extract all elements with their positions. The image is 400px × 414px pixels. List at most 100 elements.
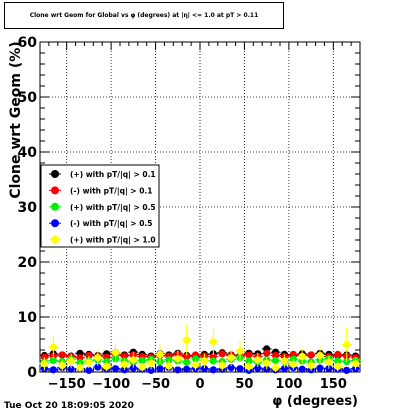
legend-marker-3 <box>51 219 59 228</box>
marker-s4-p30 <box>306 359 317 371</box>
marker-s4-p29 <box>297 347 308 366</box>
marker-s4-p20 <box>217 359 228 371</box>
legend-label-3: (-) with pT/|q| > 0.5 <box>70 219 152 229</box>
marker-s4-p18 <box>199 353 210 369</box>
marker-s2-p14 <box>163 356 174 364</box>
marker-s4-p10 <box>128 352 139 368</box>
legend-label-4: (+) with pT/|q| > 1.0 <box>70 236 156 246</box>
legend-marker-4 <box>51 235 59 244</box>
marker-s1-p20 <box>217 350 228 358</box>
y-tick-label-2: 20 <box>18 255 38 271</box>
marker-s3-p19 <box>208 366 219 374</box>
marker-s4-p34 <box>341 326 352 363</box>
legend-entry-0: (+) with pT/|q| > 0.1 <box>49 170 156 180</box>
legend-label-1: (-) with pT/|q| > 0.1 <box>70 186 152 196</box>
legend-box <box>40 164 160 248</box>
marker-s4-p33 <box>332 361 343 372</box>
marker-s3-p16 <box>181 365 192 373</box>
y-tick-label-4: 40 <box>18 145 38 161</box>
marker-s4-p11 <box>137 362 148 372</box>
marker-s3-p8 <box>110 365 121 373</box>
marker-s2-p16 <box>181 358 192 366</box>
marker-s3-p6 <box>92 363 103 371</box>
data-markers <box>39 324 361 374</box>
legend-entry-3: (-) with pT/|q| > 0.5 <box>49 219 152 229</box>
marker-s3-p24 <box>252 364 263 372</box>
marker-s1-p30 <box>306 351 317 359</box>
x-axis-label: φ (degrees) <box>272 394 358 409</box>
y-tick-label-3: 30 <box>18 200 38 216</box>
marker-s2-p33 <box>332 357 343 365</box>
marker-s3-p3 <box>66 365 77 373</box>
marker-s4-p27 <box>279 354 290 368</box>
y-tick-label-1: 10 <box>18 310 38 326</box>
marker-s4-p7 <box>101 361 112 372</box>
marker-s4-p5 <box>83 356 94 369</box>
marker-s4-p3 <box>66 353 77 369</box>
marker-s1-p23 <box>243 351 254 359</box>
marker-s2-p23 <box>243 357 254 365</box>
marker-s4-p31 <box>315 346 325 365</box>
marker-s1-p33 <box>332 350 343 358</box>
legend-label-0: (+) with pT/|q| > 0.1 <box>70 170 156 180</box>
marker-s3-p5 <box>83 366 94 374</box>
marker-s4-p22 <box>235 340 245 362</box>
marker-s4-p32 <box>323 355 334 369</box>
marker-s2-p19 <box>208 357 219 365</box>
marker-s3-p13 <box>155 365 165 373</box>
marker-s4-p19 <box>208 328 219 355</box>
y-tick-label-0: 0 <box>27 365 37 381</box>
marker-s4-p4 <box>75 362 85 372</box>
x-tick-label-4: 50 <box>235 377 253 392</box>
marker-s4-p9 <box>119 358 130 370</box>
marker-s4-p17 <box>190 359 201 371</box>
x-tick-label-6: 150 <box>320 377 347 392</box>
legend-marker-0 <box>51 170 59 178</box>
marker-s4-p24 <box>252 352 263 368</box>
marker-s3-p22 <box>235 365 245 373</box>
marker-s4-p13 <box>155 344 165 365</box>
marker-s1-p2 <box>57 351 68 359</box>
marker-s4-p25 <box>261 357 272 370</box>
marker-s1-p5 <box>83 351 94 360</box>
legend-entry-4: (+) with pT/|q| > 1.0 <box>49 235 156 246</box>
marker-s2-p11 <box>137 356 148 365</box>
marker-s4-p0 <box>39 357 50 371</box>
marker-s4-p16 <box>181 324 192 356</box>
legend-entry-1: (-) with pT/|q| > 0.1 <box>49 186 152 196</box>
marker-s4-p35 <box>350 357 361 370</box>
marker-s3-p15 <box>172 366 183 374</box>
marker-s4-p14 <box>163 360 174 372</box>
y-tick-label-5: 50 <box>18 90 38 106</box>
x-tick-label-1: −100 <box>92 377 130 392</box>
marker-s4-p12 <box>146 357 157 370</box>
marker-s4-p15 <box>172 350 183 368</box>
marker-s1-p4 <box>75 354 85 362</box>
y-tick-label-6: 60 <box>18 35 38 51</box>
marker-s3-p34 <box>341 366 352 374</box>
marker-s2-p1 <box>48 356 59 365</box>
chart-title: Clone wrt Geom for Global vs φ (degrees)… <box>4 2 284 29</box>
marker-s4-p28 <box>288 358 299 370</box>
x-tick-label-0: −150 <box>48 377 86 392</box>
marker-s3-p29 <box>297 365 308 373</box>
marker-s4-p2 <box>57 359 68 371</box>
marker-s4-p1 <box>48 336 59 359</box>
x-tick-label-2: −50 <box>141 377 170 392</box>
timestamp: Tue Oct 20 18:09:05 2020 <box>4 401 134 411</box>
marker-s3-p1 <box>48 366 59 374</box>
legend-entry-2: (+) with pT/|q| > 0.5 <box>49 202 156 213</box>
marker-s2-p26 <box>270 356 281 365</box>
marker-s4-p26 <box>270 363 281 372</box>
marker-s1-p25 <box>261 349 272 357</box>
x-tick-label-3: 0 <box>195 377 204 392</box>
marker-s1-p9 <box>119 352 130 360</box>
legend-marker-2 <box>51 202 59 211</box>
marker-s4-p23 <box>243 361 254 372</box>
marker-s4-p21 <box>226 349 237 366</box>
y-axis-label: Clone wrt Geom (%) <box>8 41 24 198</box>
x-tick-label-5: 100 <box>275 377 302 392</box>
marker-s3-p31 <box>315 364 325 372</box>
legend-label-2: (+) with pT/|q| > 0.5 <box>70 203 156 213</box>
